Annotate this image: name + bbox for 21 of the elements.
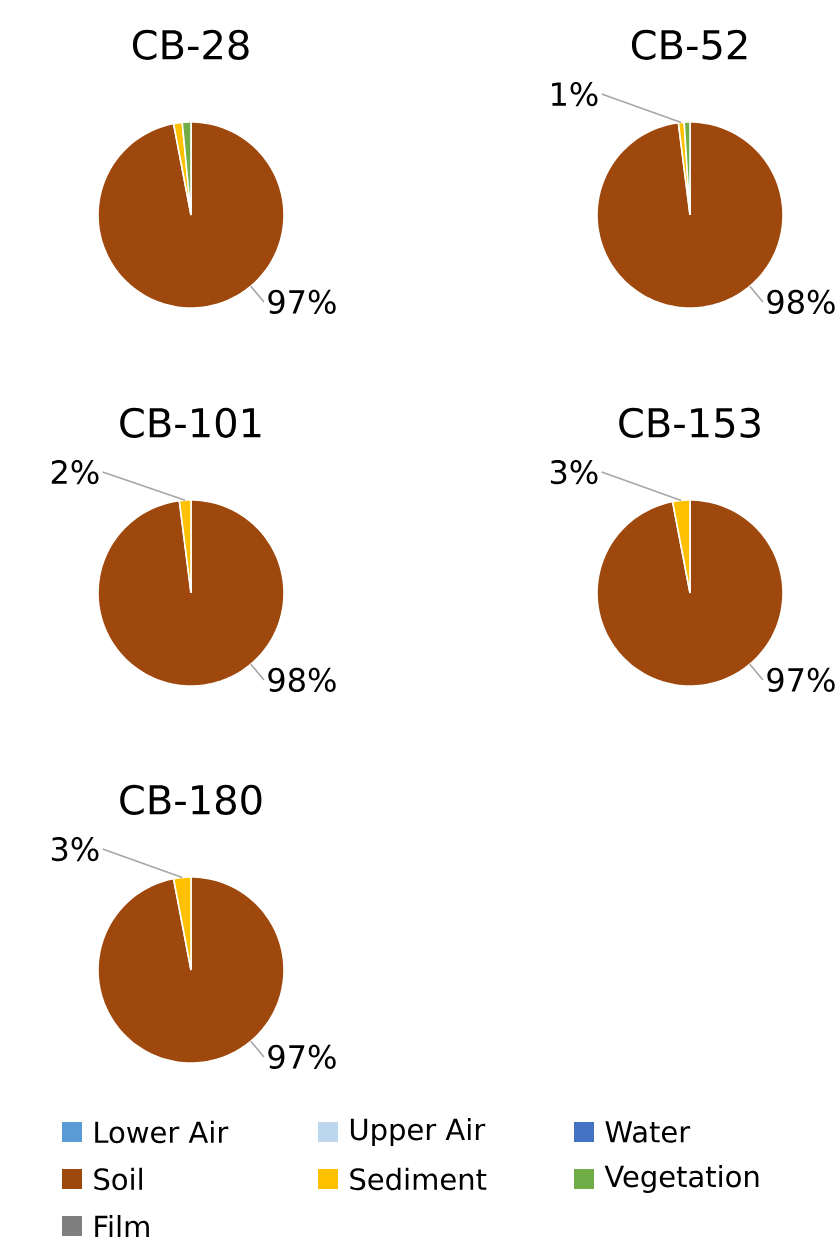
- chart-title: CB-180: [119, 784, 262, 815]
- legend-label: Vegetation: [604, 1164, 759, 1194]
- legend-label: Film: [95, 1214, 149, 1238]
- data-label: 97%: [268, 1044, 336, 1069]
- legend-label: Soil: [94, 1167, 142, 1191]
- data-label: 97%: [767, 667, 835, 692]
- chart-title: CB-28: [132, 29, 249, 60]
- legend-label: Upper Air: [350, 1117, 486, 1147]
- legend-label: Lower Air: [95, 1120, 229, 1144]
- data-label: 98%: [767, 289, 835, 314]
- data-label: 1%: [551, 81, 598, 107]
- data-label: 97%: [268, 289, 336, 314]
- chart-title: CB-153: [618, 407, 760, 438]
- data-label: 2%: [51, 459, 99, 485]
- legend-label: Sediment: [350, 1167, 487, 1191]
- legend-label: Water: [605, 1121, 690, 1143]
- data-label: 3%: [550, 459, 598, 485]
- chart-title: CB-101: [119, 407, 261, 438]
- data-label: 3%: [51, 836, 99, 862]
- data-label: 98%: [268, 667, 336, 692]
- chart-title: CB-52: [631, 29, 747, 60]
